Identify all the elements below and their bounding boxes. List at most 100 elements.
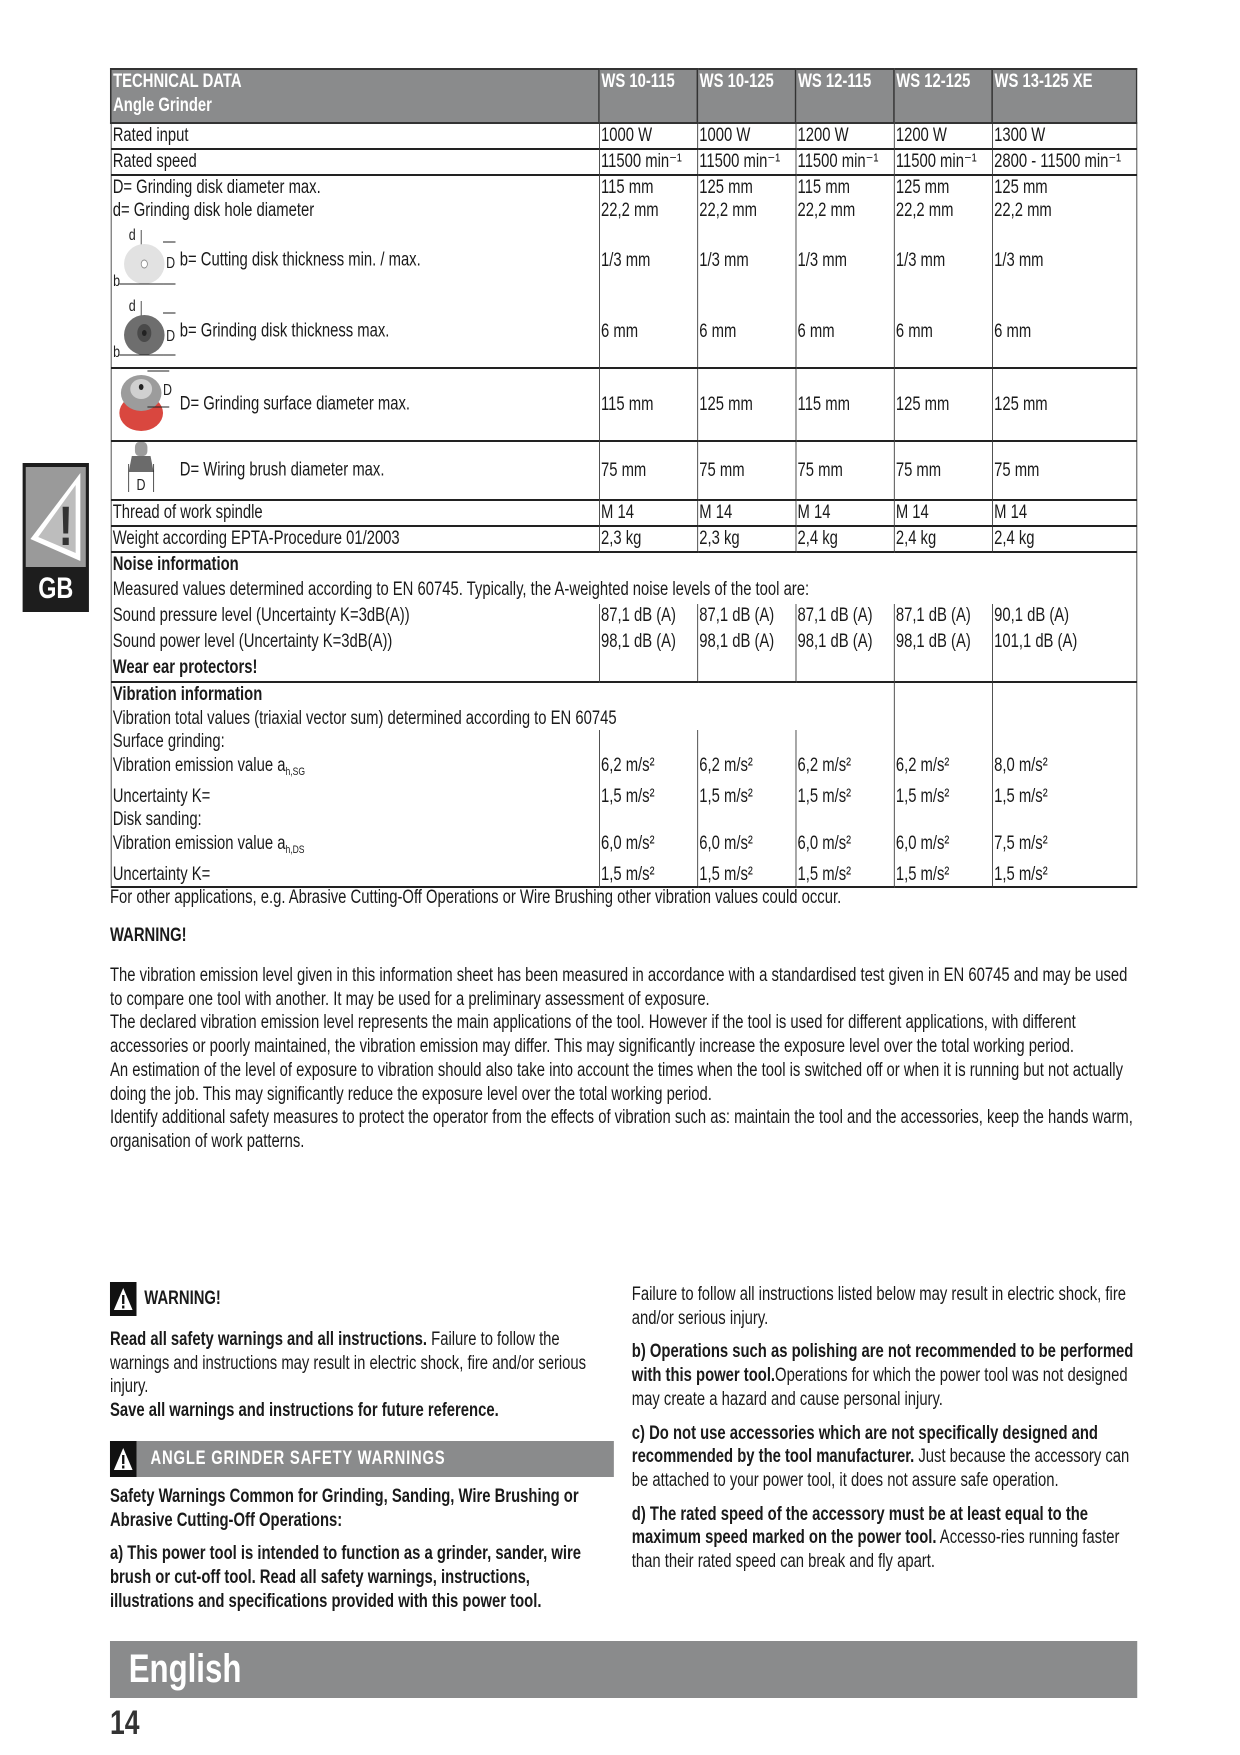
table-row: Weight according EPTA-Procedure 01/2003 2… [110,525,1137,553]
value-cell [893,681,993,707]
value-cell [795,808,895,833]
value-cell: 2,3 kg [598,525,698,553]
row-label-text: Uncertainty K= [112,785,211,807]
value-cell: 75 mm [795,441,895,501]
language-footer-bar: English [109,1641,1138,1698]
table-header: TECHNICAL DATA Angle Grinder WS 10-115 WS 1… [109,68,1138,124]
value-cell: 6 mm [893,295,993,370]
value-cell: 2,4 kg [795,525,895,553]
value-cell: 1,5 m/s² [795,784,895,809]
table-row: Vibration total values (triaxial vector … [110,706,1137,731]
value-cell: 115 mm [795,368,895,443]
warning-triangle-icon [109,1440,137,1477]
value-cell: 2800 - 11500 min⁻¹ [991,148,1137,176]
value-cell: 98,1 dB (A) [893,629,993,656]
row-label: Disk sanding: [110,808,600,833]
value-cell: 6,2 m/s² [696,753,796,785]
row-label-text: D= Grinding disk diameter max. [112,176,321,198]
value-cell: 6,0 m/s² [795,832,895,863]
row-label: Rated speed [110,148,600,176]
value-cell: 125 mm [696,174,796,200]
table-row: D D= Grinding surface diameter max. 115 mm… [110,368,1137,443]
model-header: WS 12-115 [794,68,895,124]
warning-paragraph: The vibration emission level given in th… [109,965,1128,1010]
model-header: WS 13-125 XE [991,68,1138,124]
value-cell: 87,1 dB (A) [598,603,698,630]
row-label-text: Surface grinding: [112,731,225,753]
technical-data-table: TECHNICAL DATA Angle Grinder WS 10-115 WS 1… [109,68,1138,889]
common-heading: Safety Warnings Common for Grinding, San… [109,1485,579,1531]
value-cell: 11500 min⁻¹ [795,148,895,176]
row-label: D D= Wiring brush diameter max. [110,441,600,501]
value-cell: M 14 [795,499,895,527]
value-cell: 115 mm [795,174,895,200]
value-cell [893,706,993,731]
table-row: Noise information [110,551,1137,578]
value-cell: 6,0 m/s² [598,832,698,863]
row-label-text: Disk sanding: [112,809,202,831]
value-cell [795,655,895,683]
value-cell: 1000 W [696,123,796,150]
value-cell: 6,0 m/s² [893,832,993,863]
value-cell: 75 mm [893,441,993,501]
value-cell [696,655,796,683]
value-cell: 75 mm [598,441,698,501]
row-label: Measured values determined according to … [110,577,1137,604]
table-row: Measured values determined according to … [110,577,1137,604]
model-header: WS 10-115 [598,68,699,124]
row-label-text: Noise information [112,553,239,575]
value-cell: 1/3 mm [991,225,1137,296]
table-row: Disk sanding: [110,808,1137,833]
value-cell: 87,1 dB (A) [696,603,796,630]
value-cell: 11500 min⁻¹ [893,148,993,176]
row-label: D= Grinding disk diameter max. [110,174,600,200]
value-cell [795,730,895,754]
table-row: Sound pressure level (Uncertainty K=3dB(… [110,603,1137,630]
row-label-text: Vibration information [112,683,263,705]
value-cell: 125 mm [893,174,993,200]
value-cell: 2,4 kg [893,525,993,553]
value-cell: 90,1 dB (A) [991,603,1137,630]
value-cell: 8,0 m/s² [991,753,1137,785]
table-row: d= Grinding disk hole diameter 22,2 mm 22,… [110,199,1137,226]
value-cell: 2,3 kg [696,525,796,553]
value-cell [598,808,698,833]
warning-paragraph: An estimation of the level of exposure t… [109,1059,1123,1105]
row-label-text: Weight according EPTA-Procedure 01/2003 [112,527,400,549]
value-cell: 1200 W [795,123,895,150]
value-cell: 1/3 mm [696,225,796,296]
rule-c: c) Do not use accessories which are not … [631,1422,1130,1491]
value-cell: 1,5 m/s² [893,784,993,809]
value-cell: 7,5 m/s² [991,832,1137,863]
row-label-text: Rated input [112,125,189,146]
subscript: h,DS [285,844,305,857]
value-cell: 22,2 mm [893,199,993,226]
rule-b: b) Operations such as polishing are not … [631,1341,1134,1410]
value-cell: 98,1 dB (A) [696,629,796,656]
value-cell: 6,2 m/s² [598,753,698,785]
value-cell: 6 mm [991,295,1137,370]
value-cell: 1,5 m/s² [696,862,796,889]
value-cell: 6,2 m/s² [893,753,993,785]
row-label-text: b= Grinding disk thickness max. [179,320,390,342]
warning-label: WARNING! [144,1288,221,1310]
table-row: Vibration emission value ah,DS 6,0 m/s² 6,… [110,832,1137,863]
value-cell: 87,1 dB (A) [795,603,895,630]
table-title: TECHNICAL DATA Angle Grinder [109,68,600,124]
value-cell: 22,2 mm [991,199,1137,226]
row-label-text: Wear ear protectors! [112,656,258,678]
table-row: Vibration information [110,681,1137,707]
warning-triangle-icon [109,1282,137,1316]
value-cell: 98,1 dB (A) [598,629,698,656]
value-cell: 1300 W [991,123,1137,150]
value-cell: 87,1 dB (A) [893,603,993,630]
value-cell [991,706,1137,731]
value-cell [991,730,1137,754]
table-row: Uncertainty K= 1,5 m/s² 1,5 m/s² 1,5 m/s² 1,… [110,862,1137,889]
value-cell: 22,2 mm [598,199,698,226]
row-label: Surface grinding: [110,730,600,754]
read-instructions: Read all safety warnings and all instruc… [109,1329,587,1422]
